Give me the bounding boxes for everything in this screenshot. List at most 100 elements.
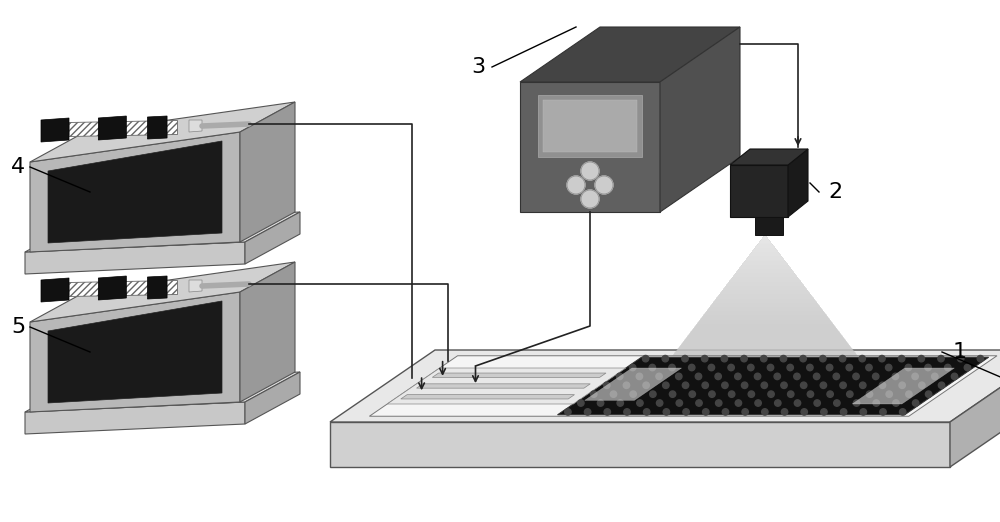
Circle shape	[708, 364, 715, 371]
Circle shape	[630, 391, 636, 397]
Circle shape	[794, 400, 801, 406]
Polygon shape	[635, 235, 895, 405]
Circle shape	[925, 391, 932, 397]
Polygon shape	[240, 262, 295, 402]
Circle shape	[768, 391, 774, 397]
Polygon shape	[762, 235, 768, 239]
Polygon shape	[668, 235, 862, 362]
Polygon shape	[98, 116, 126, 140]
Circle shape	[604, 382, 610, 388]
Circle shape	[893, 400, 899, 406]
Circle shape	[591, 391, 597, 397]
Circle shape	[945, 364, 951, 371]
Circle shape	[833, 373, 840, 379]
Polygon shape	[645, 235, 885, 392]
Circle shape	[624, 409, 630, 415]
Circle shape	[662, 355, 668, 362]
Polygon shape	[330, 422, 950, 467]
Circle shape	[900, 409, 906, 415]
Polygon shape	[703, 235, 827, 316]
Polygon shape	[520, 82, 660, 212]
Circle shape	[715, 373, 721, 379]
Circle shape	[938, 355, 944, 362]
Circle shape	[663, 409, 670, 415]
Circle shape	[604, 409, 610, 415]
Circle shape	[761, 382, 768, 388]
Polygon shape	[690, 235, 840, 333]
Circle shape	[800, 382, 807, 388]
Polygon shape	[700, 235, 830, 320]
Polygon shape	[694, 235, 836, 328]
Circle shape	[728, 391, 735, 397]
Circle shape	[741, 382, 748, 388]
Polygon shape	[30, 292, 240, 412]
Circle shape	[595, 176, 613, 194]
Circle shape	[794, 373, 800, 379]
Circle shape	[617, 400, 623, 406]
Circle shape	[912, 373, 918, 379]
Circle shape	[762, 409, 768, 415]
Circle shape	[873, 373, 879, 379]
Circle shape	[663, 382, 669, 388]
Polygon shape	[661, 235, 869, 371]
Circle shape	[741, 355, 747, 362]
Circle shape	[780, 355, 787, 362]
Polygon shape	[189, 280, 202, 292]
Circle shape	[885, 364, 892, 371]
Circle shape	[636, 373, 643, 379]
Polygon shape	[730, 149, 808, 165]
Text: 3: 3	[471, 57, 485, 77]
Circle shape	[623, 382, 630, 388]
Polygon shape	[950, 350, 1000, 467]
Circle shape	[755, 400, 761, 406]
Polygon shape	[677, 235, 853, 350]
Circle shape	[919, 382, 925, 388]
Polygon shape	[240, 102, 295, 242]
Circle shape	[637, 400, 643, 406]
Circle shape	[853, 373, 859, 379]
Circle shape	[565, 409, 571, 415]
Polygon shape	[729, 235, 801, 282]
Circle shape	[748, 391, 755, 397]
Circle shape	[709, 391, 715, 397]
Circle shape	[775, 400, 781, 406]
Circle shape	[642, 355, 649, 362]
Polygon shape	[723, 235, 807, 290]
Circle shape	[788, 391, 794, 397]
Circle shape	[616, 373, 623, 379]
Polygon shape	[245, 372, 300, 424]
Circle shape	[866, 391, 873, 397]
Circle shape	[578, 400, 584, 406]
Circle shape	[925, 364, 931, 371]
Text: 2: 2	[828, 182, 842, 202]
Polygon shape	[30, 132, 240, 252]
Polygon shape	[746, 235, 784, 260]
Polygon shape	[742, 235, 788, 265]
Circle shape	[676, 373, 682, 379]
Circle shape	[748, 364, 754, 371]
Polygon shape	[585, 368, 682, 400]
Circle shape	[826, 364, 833, 371]
Polygon shape	[245, 212, 300, 264]
Polygon shape	[147, 276, 167, 299]
Circle shape	[676, 400, 683, 406]
Circle shape	[701, 355, 708, 362]
Circle shape	[807, 364, 813, 371]
Circle shape	[964, 364, 971, 371]
Circle shape	[728, 364, 734, 371]
Circle shape	[689, 391, 695, 397]
Polygon shape	[638, 235, 892, 401]
Polygon shape	[98, 276, 126, 300]
Circle shape	[899, 382, 905, 388]
Circle shape	[721, 355, 728, 362]
Circle shape	[873, 400, 879, 406]
Circle shape	[866, 364, 872, 371]
Circle shape	[643, 382, 649, 388]
Circle shape	[892, 373, 899, 379]
Circle shape	[814, 400, 820, 406]
Polygon shape	[664, 235, 866, 367]
Polygon shape	[642, 235, 889, 397]
Circle shape	[656, 373, 662, 379]
Circle shape	[860, 382, 866, 388]
Polygon shape	[30, 262, 295, 322]
